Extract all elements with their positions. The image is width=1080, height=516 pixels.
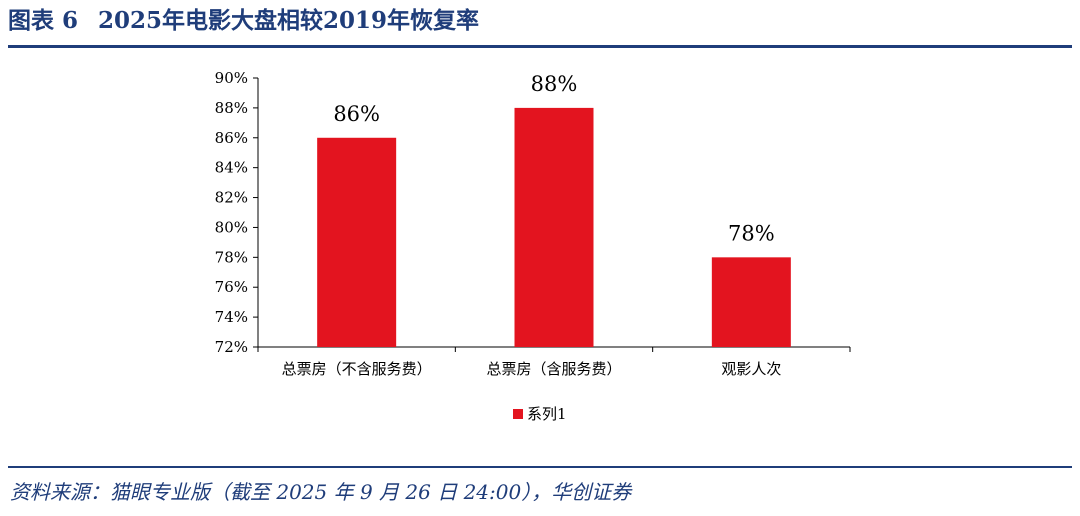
bottom-rule	[8, 466, 1072, 468]
y-tick-label: 80%	[215, 218, 248, 236]
y-tick-label: 72%	[215, 338, 248, 356]
x-tick-label: 总票房（不含服务费）	[282, 360, 432, 378]
y-tick-label: 82%	[215, 189, 248, 207]
top-rule	[8, 45, 1072, 48]
data-label: 86%	[333, 102, 380, 126]
y-tick-label: 76%	[215, 278, 248, 296]
y-tick-label: 88%	[215, 99, 248, 117]
y-tick-label: 84%	[215, 159, 248, 177]
bar-chart-svg: 72% 74% 76% 78% 80% 82% 84% 86% 88% 90% 86% 总票房（不含服…	[215, 69, 851, 423]
data-label: 88%	[531, 72, 578, 96]
figure-label: 图表	[8, 7, 54, 34]
x-tick-label: 观影人次	[721, 360, 781, 378]
bar	[514, 107, 594, 347]
bar	[317, 137, 397, 347]
legend-swatch	[513, 409, 523, 419]
data-label: 78%	[728, 221, 775, 245]
figure-title: 图表 6 2025年电影大盘相较2019年恢复率	[8, 3, 479, 39]
figure-title-text: 2025年电影大盘相较2019年恢复率	[98, 7, 480, 34]
x-tick-label: 总票房（含服务费）	[486, 360, 621, 378]
y-tick-label: 78%	[215, 248, 248, 266]
legend-label: 系列1	[527, 405, 567, 423]
figure-number: 6	[62, 7, 79, 34]
source-note: 资料来源：猫眼专业版（截至 2025 年 9 月 26 日 24:00），华创证…	[10, 480, 632, 504]
y-tick-label: 90%	[215, 69, 248, 87]
y-tick-label: 74%	[215, 308, 248, 326]
chart: 72% 74% 76% 78% 80% 82% 84% 86% 88% 90% 86% 总票房（不含服…	[195, 60, 885, 440]
y-tick-label: 86%	[215, 129, 248, 147]
bar	[711, 257, 791, 347]
